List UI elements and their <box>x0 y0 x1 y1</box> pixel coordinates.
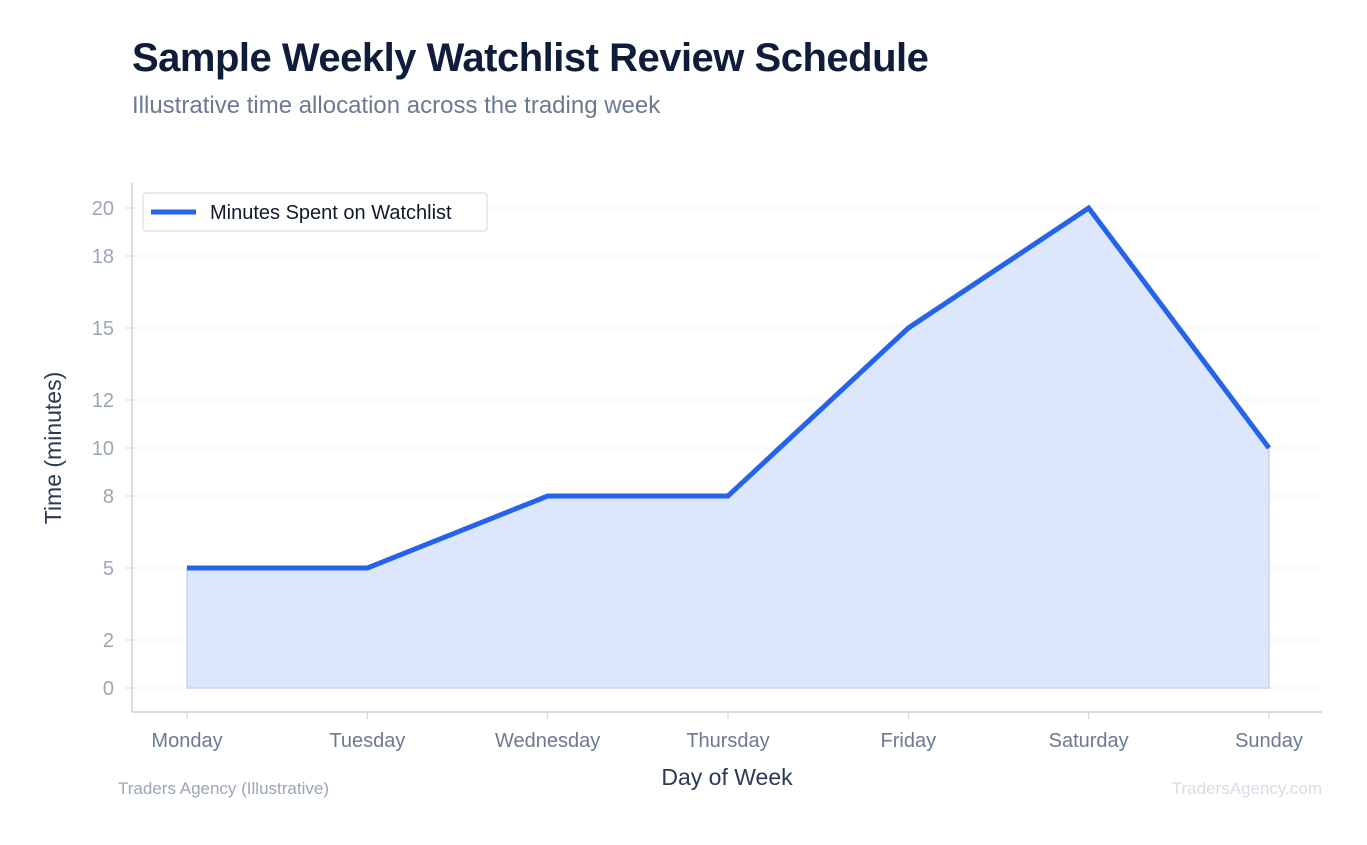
x-tick-label: Thursday <box>686 730 769 752</box>
y-ticks: 0 2 5 8 10 12 15 18 20 <box>92 198 132 700</box>
legend-label: Minutes Spent on Watchlist <box>210 202 452 224</box>
chart-title: Sample Weekly Watchlist Review Schedule <box>132 36 929 80</box>
y-tick-label: 10 <box>92 438 114 460</box>
x-tick-label: Monday <box>151 730 222 752</box>
series-line <box>187 204 1271 571</box>
y-tick-label: 5 <box>103 558 114 580</box>
y-axis-label: Time (minutes) <box>40 372 66 525</box>
x-tick-label: Friday <box>881 730 937 752</box>
y-tick-label: 8 <box>103 486 114 508</box>
x-tick-label: Tuesday <box>329 730 405 752</box>
y-tick-label: 0 <box>103 678 114 700</box>
legend: Minutes Spent on Watchlist <box>142 192 488 232</box>
x-tick-label: Wednesday <box>495 730 600 752</box>
footer-watermark: TradersAgency.com <box>1171 779 1322 798</box>
y-tick-label: 15 <box>92 318 114 340</box>
x-axis-label: Day of Week <box>661 764 793 790</box>
x-tick-label: Sunday <box>1235 730 1303 752</box>
legend-box <box>142 192 488 232</box>
x-tick-label: Saturday <box>1049 730 1129 752</box>
footer-credit: Traders Agency (Illustrative) <box>118 779 329 798</box>
y-tick-label: 2 <box>103 630 114 652</box>
y-tick-label: 18 <box>92 246 114 268</box>
chart-subtitle: Illustrative time allocation across the … <box>132 92 661 119</box>
x-ticks: Monday Tuesday Wednesday Thursday Friday Satu… <box>151 712 1303 752</box>
y-tick-label: 20 <box>92 198 114 220</box>
y-tick-label: 12 <box>92 390 114 412</box>
